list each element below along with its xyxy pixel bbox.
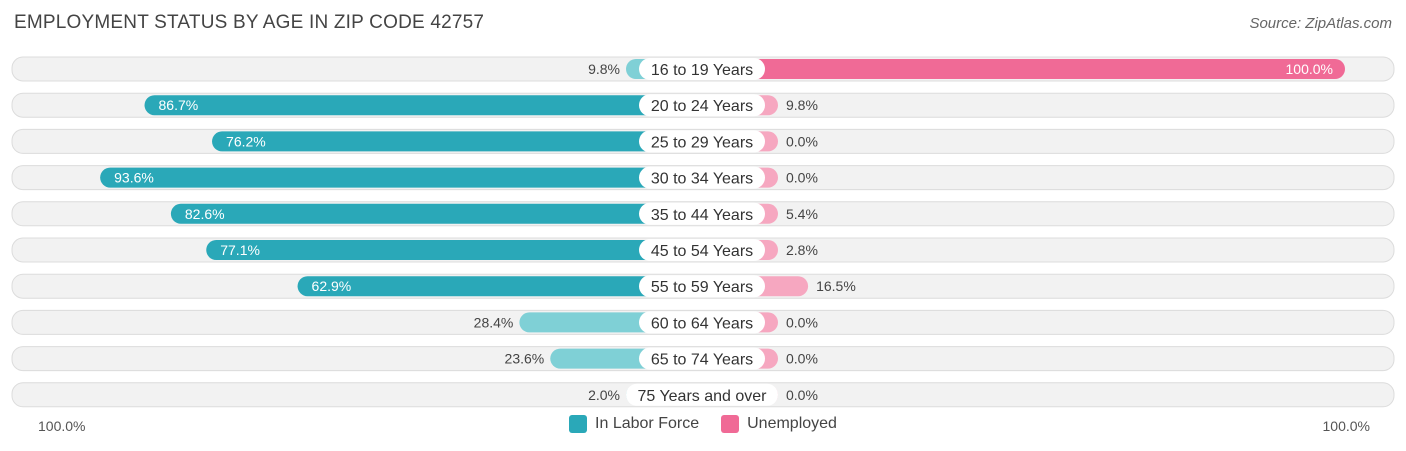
- bar-labor-force: [212, 131, 702, 152]
- category-label-background: [639, 239, 765, 261]
- category-label-background: [639, 58, 765, 80]
- data-label-unemployed: 9.8%: [786, 97, 818, 113]
- category-label: 65 to 74 Years: [651, 352, 753, 369]
- category-label-background: [639, 130, 765, 153]
- data-label-labor-force: 76.2%: [226, 133, 266, 149]
- data-label-labor-force: 93.6%: [114, 170, 154, 186]
- bar-labor-force: [206, 240, 702, 260]
- category-label-background: [626, 383, 778, 406]
- category-label-background: [639, 275, 765, 298]
- category-label-background: [639, 166, 765, 189]
- chart-title: EMPLOYMENT STATUS BY AGE IN ZIP CODE 427…: [14, 12, 485, 33]
- category-label: 35 to 44 Years: [651, 207, 753, 224]
- data-label-labor-force: 86.7%: [159, 97, 199, 113]
- data-label-labor-force: 2.0%: [588, 387, 620, 403]
- data-label-unemployed: 5.4%: [786, 206, 818, 222]
- bar-unemployed: [702, 59, 1345, 79]
- legend: In Labor Force Unemployed: [0, 415, 1406, 433]
- legend-label-labor: In Labor Force: [595, 415, 700, 432]
- chart-canvas: 9.8% 100.0% 16 to 19 Years 86.7% 9.8% 20 to 2…: [11, 56, 1395, 408]
- data-label-unemployed: 16.5%: [816, 278, 856, 294]
- data-label-labor-force: 28.4%: [474, 314, 514, 330]
- category-label: 55 to 59 Years: [651, 279, 753, 296]
- source-label: Source: ZipAtlas.com: [1249, 15, 1392, 32]
- category-label: 45 to 54 Years: [651, 243, 753, 260]
- category-label: 60 to 64 Years: [651, 315, 753, 332]
- data-label-labor-force: 77.1%: [220, 242, 260, 258]
- bar-labor-force: [297, 276, 702, 297]
- category-label: 25 to 29 Years: [651, 134, 753, 151]
- category-label: 75 Years and over: [638, 388, 768, 405]
- category-label: 20 to 24 Years: [651, 98, 753, 115]
- category-label-background: [639, 94, 765, 117]
- axis-right-label: 100.0%: [1322, 418, 1370, 434]
- data-label-labor-force: 62.9%: [312, 278, 352, 294]
- data-label-labor-force: 9.8%: [588, 61, 620, 77]
- category-label-background: [639, 347, 765, 370]
- legend-swatch-labor: [569, 415, 588, 433]
- category-label-background: [639, 202, 765, 225]
- legend-label-unemployed: Unemployed: [747, 415, 837, 432]
- data-label-unemployed: 0.0%: [786, 387, 818, 403]
- data-label-unemployed: 0.0%: [786, 314, 818, 330]
- legend-item-unemployed: Unemployed: [721, 415, 837, 433]
- category-label: 16 to 19 Years: [651, 62, 753, 79]
- data-label-unemployed: 0.0%: [786, 133, 818, 149]
- data-label-unemployed: 0.0%: [786, 351, 818, 367]
- category-label-background: [639, 311, 765, 334]
- data-label-unemployed: 100.0%: [1286, 61, 1333, 77]
- bar-labor-force: [100, 167, 703, 188]
- data-label-unemployed: 2.8%: [786, 242, 818, 258]
- category-label: 30 to 34 Years: [651, 171, 753, 188]
- bar-labor-force: [170, 203, 702, 224]
- axis-left-label: 100.0%: [38, 418, 86, 434]
- data-label-labor-force: 23.6%: [505, 351, 545, 367]
- data-label-labor-force: 82.6%: [185, 206, 225, 222]
- data-label-unemployed: 0.0%: [786, 170, 818, 186]
- legend-swatch-unemployed: [721, 415, 740, 433]
- legend-item-labor: In Labor Force: [569, 415, 699, 433]
- bar-labor-force: [144, 95, 703, 116]
